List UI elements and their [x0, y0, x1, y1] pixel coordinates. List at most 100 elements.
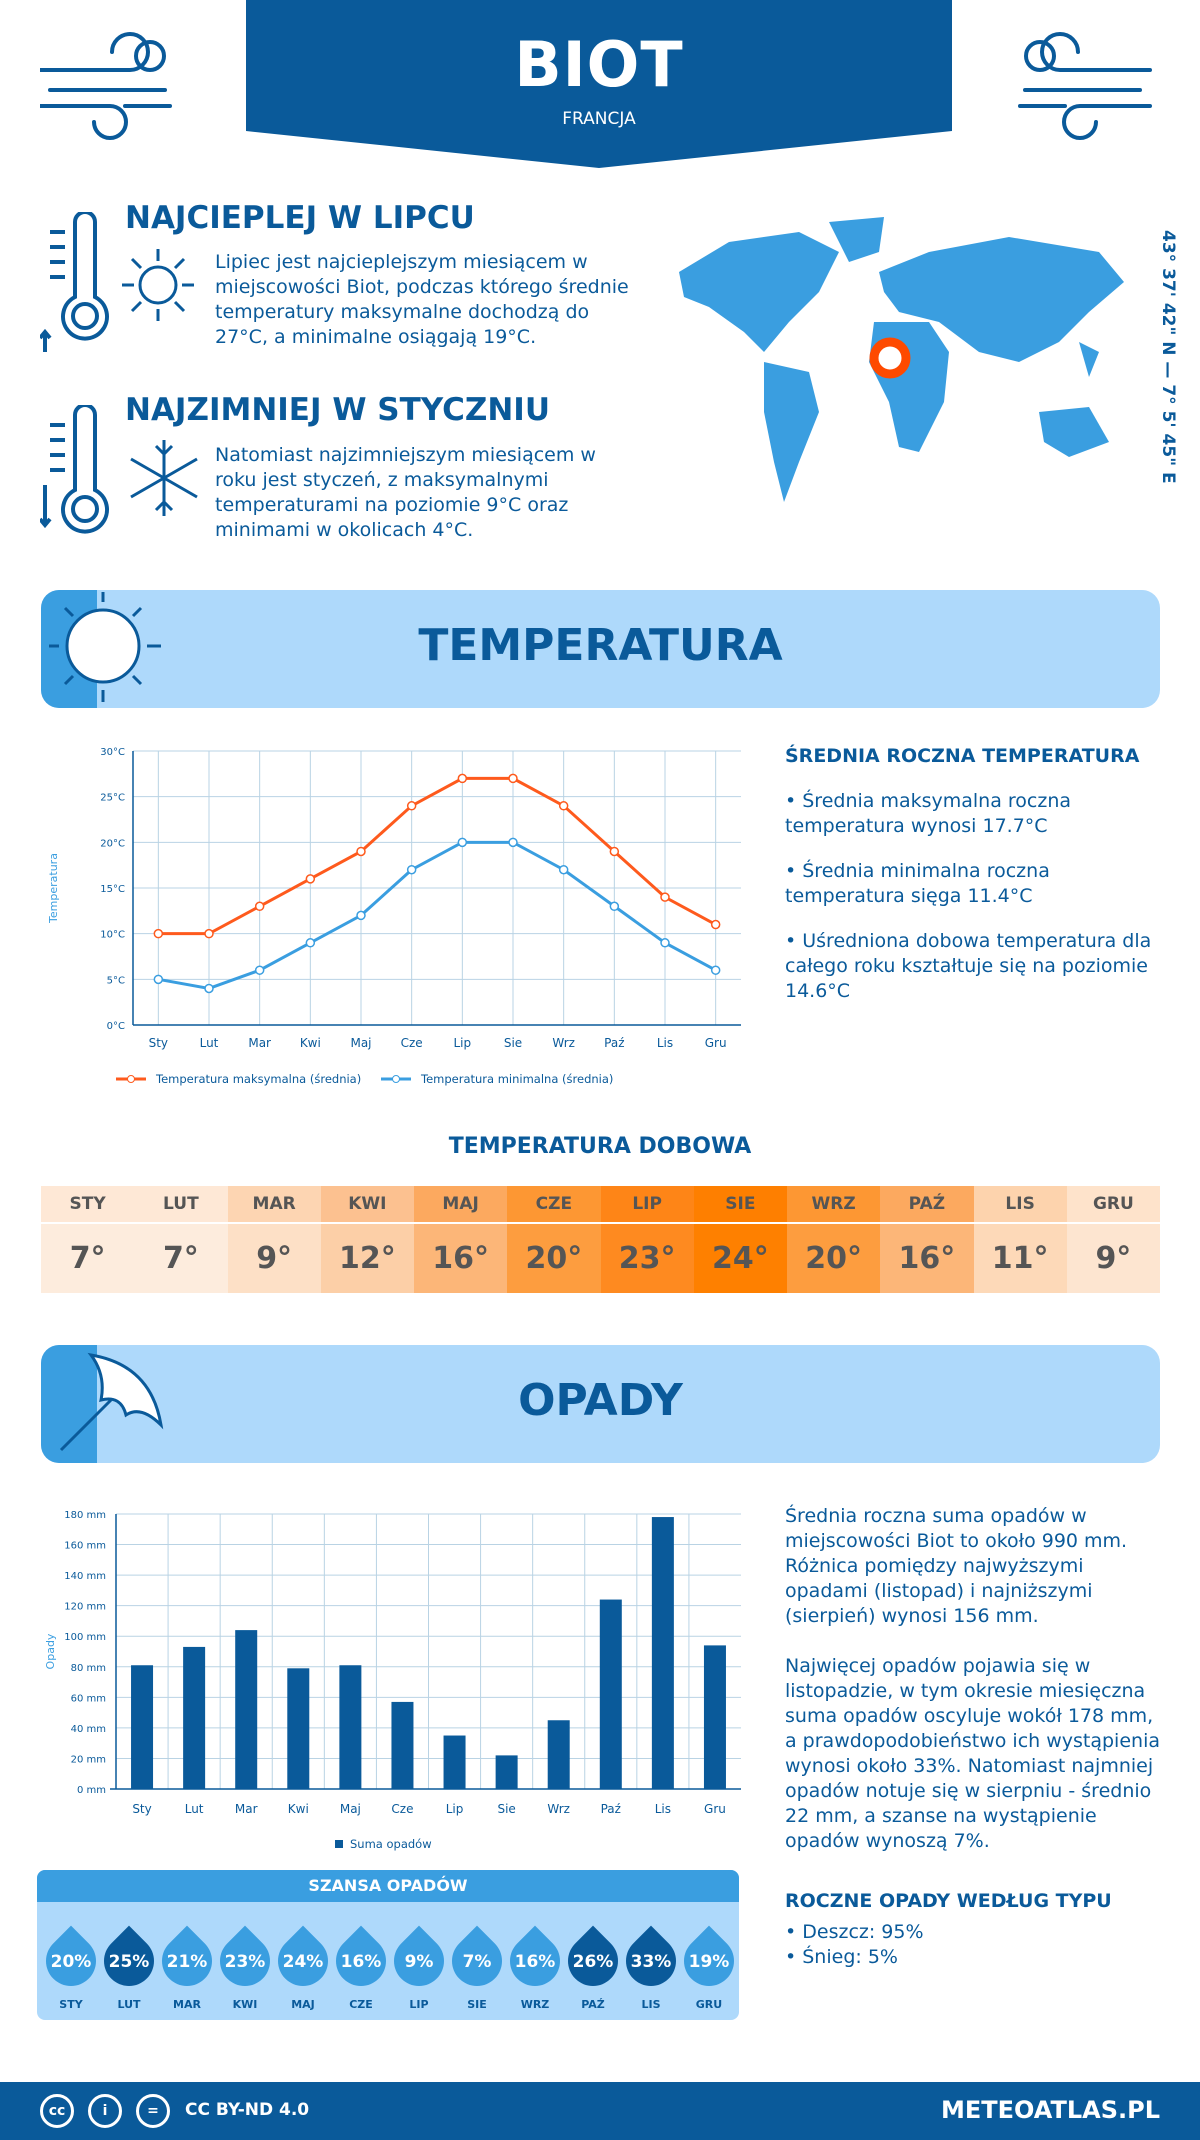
bar — [651, 1517, 674, 1789]
data-point — [406, 864, 417, 875]
daily-month: LUT — [134, 1186, 228, 1223]
chance-value: 20% — [50, 1952, 92, 1972]
daily-value: 12° — [320, 1222, 414, 1293]
temperature-title: TEMPERATURA — [418, 620, 783, 671]
daily-value: 20° — [787, 1222, 881, 1293]
data-point — [609, 846, 620, 857]
y-tick-label: 20°C — [100, 838, 125, 849]
daily-value: 9° — [227, 1222, 321, 1293]
chance-drop: 9% LIP — [383, 1918, 455, 2011]
coordinates: 43° 37' 42" N — 7° 5' 45" E — [1158, 230, 1178, 484]
legend-label: Suma opadów — [350, 1837, 432, 1851]
precipitation-title: OPADY — [518, 1375, 683, 1426]
precip-types: ROCZNE OPADY WEDŁUG TYPU • Deszcz: 95% •… — [785, 1890, 1112, 1970]
x-tick-label: Gru — [704, 1802, 726, 1816]
x-tick-label: Mar — [248, 1036, 271, 1050]
bar — [339, 1665, 362, 1789]
daily-month: KWI — [320, 1186, 414, 1223]
chance-drop: 33% LIS — [615, 1918, 687, 2011]
x-tick-label: Lis — [657, 1036, 673, 1050]
precip-text-1: Średnia roczna suma opadów w miejscowośc… — [785, 1505, 1128, 1627]
data-point — [508, 837, 518, 848]
chance-value: 7% — [462, 1952, 492, 1972]
legend-label: Temperatura minimalna (średnia) — [420, 1072, 613, 1086]
daily-month: WRZ — [787, 1186, 881, 1223]
summary-min: • Średnia minimalna roczna temperatura s… — [785, 860, 1050, 907]
y-tick-label: 40 mm — [71, 1724, 106, 1735]
chance-month: KWI — [232, 1998, 258, 2011]
chance-drop: 20% STY — [35, 1918, 107, 2011]
data-point — [406, 801, 417, 811]
y-tick-label: 100 mm — [64, 1632, 106, 1643]
data-point — [356, 910, 366, 921]
y-tick-label: 140 mm — [64, 1571, 106, 1582]
bar — [235, 1630, 258, 1789]
daily-month: STY — [41, 1186, 135, 1223]
thermometer-warm-icon — [40, 212, 109, 352]
temperature-banner: TEMPERATURA — [41, 590, 1160, 708]
x-tick-label: Sie — [504, 1036, 522, 1050]
y-tick-label: 0 mm — [77, 1785, 106, 1796]
series-line — [158, 840, 717, 991]
x-tick-label: Cze — [391, 1802, 413, 1816]
chance-month: PAŹ — [581, 1998, 605, 2011]
world-map — [679, 217, 1124, 502]
x-tick-label: Maj — [350, 1036, 371, 1050]
sun-large-icon — [49, 592, 161, 702]
bar — [703, 1645, 726, 1789]
y-tick-label: 15°C — [100, 884, 125, 895]
daily-month: LIP — [600, 1186, 694, 1223]
chance-value: 16% — [340, 1952, 382, 1972]
data-point — [660, 938, 670, 948]
daily-value: 7° — [41, 1222, 135, 1293]
chance-value: 23% — [224, 1952, 266, 1972]
x-tick-label: Lut — [200, 1036, 219, 1050]
y-tick-label: 10°C — [100, 930, 125, 941]
y-tick-label: 180 mm — [64, 1510, 106, 1521]
x-tick-label: Sty — [132, 1802, 151, 1816]
nd-icon: = — [136, 2094, 170, 2128]
daily-title: TEMPERATURA DOBOWA — [448, 1134, 752, 1159]
warmest-text: Lipiec jest najcieplejszym miesiącem w m… — [215, 251, 629, 348]
daily-value: 7° — [134, 1222, 228, 1293]
x-tick-label: Cze — [401, 1036, 423, 1050]
y-axis-label: Opady — [44, 1633, 57, 1669]
precip-text-2: Najwięcej opadów pojawia się w listopadz… — [785, 1655, 1160, 1852]
series-line — [158, 776, 717, 936]
by-icon: i — [88, 2094, 122, 2128]
x-tick-label: Sty — [149, 1036, 168, 1050]
daily-value: 16° — [880, 1222, 974, 1293]
precip-chance-panel: SZANSA OPADÓW 20% STY 25% LUT 21% MAR 23% KWI 24… — [35, 1870, 745, 2020]
bar — [547, 1720, 570, 1789]
chance-value: 19% — [688, 1952, 730, 1972]
chance-drop: 24% MAJ — [267, 1918, 339, 2011]
y-tick-label: 0°C — [107, 1021, 125, 1032]
warmest-title: NAJCIEPLEJ W LIPCU — [125, 200, 475, 236]
temperature-chart: 0°C 5°C 10°C 15°C 20°C 25°C 30°C Sty Lut Mar Kwi Ma… — [47, 747, 741, 1086]
x-tick-label: Mar — [235, 1802, 258, 1816]
legend-marker — [127, 1075, 135, 1083]
title-banner: BIOT FRANCJA — [246, 0, 952, 168]
chance-month: WRZ — [520, 1998, 550, 2011]
chance-drop: 21% MAR — [151, 1918, 223, 2011]
precip-types-title: ROCZNE OPADY WEDŁUG TYPU — [785, 1890, 1112, 1912]
daily-value: 16° — [414, 1222, 508, 1293]
data-point — [305, 874, 316, 884]
data-point — [204, 983, 214, 994]
data-point — [710, 919, 721, 930]
chance-month: MAR — [173, 1998, 201, 2011]
x-tick-label: Kwi — [288, 1802, 309, 1816]
chance-month: CZE — [349, 1998, 373, 2011]
x-tick-label: Lis — [655, 1802, 671, 1816]
x-tick-label: Lut — [185, 1802, 204, 1816]
data-point — [204, 928, 214, 939]
chance-month: SIE — [467, 1998, 487, 2011]
daily-value: 9° — [1066, 1222, 1160, 1293]
daily-month: MAJ — [414, 1186, 508, 1223]
site-link[interactable]: METEOATLAS.PL — [940, 2096, 1160, 2124]
data-point — [558, 864, 569, 875]
data-point — [254, 901, 265, 912]
chance-month: LIP — [409, 1998, 429, 2011]
x-tick-label: Maj — [340, 1802, 361, 1816]
legend-swatch — [335, 1840, 343, 1848]
